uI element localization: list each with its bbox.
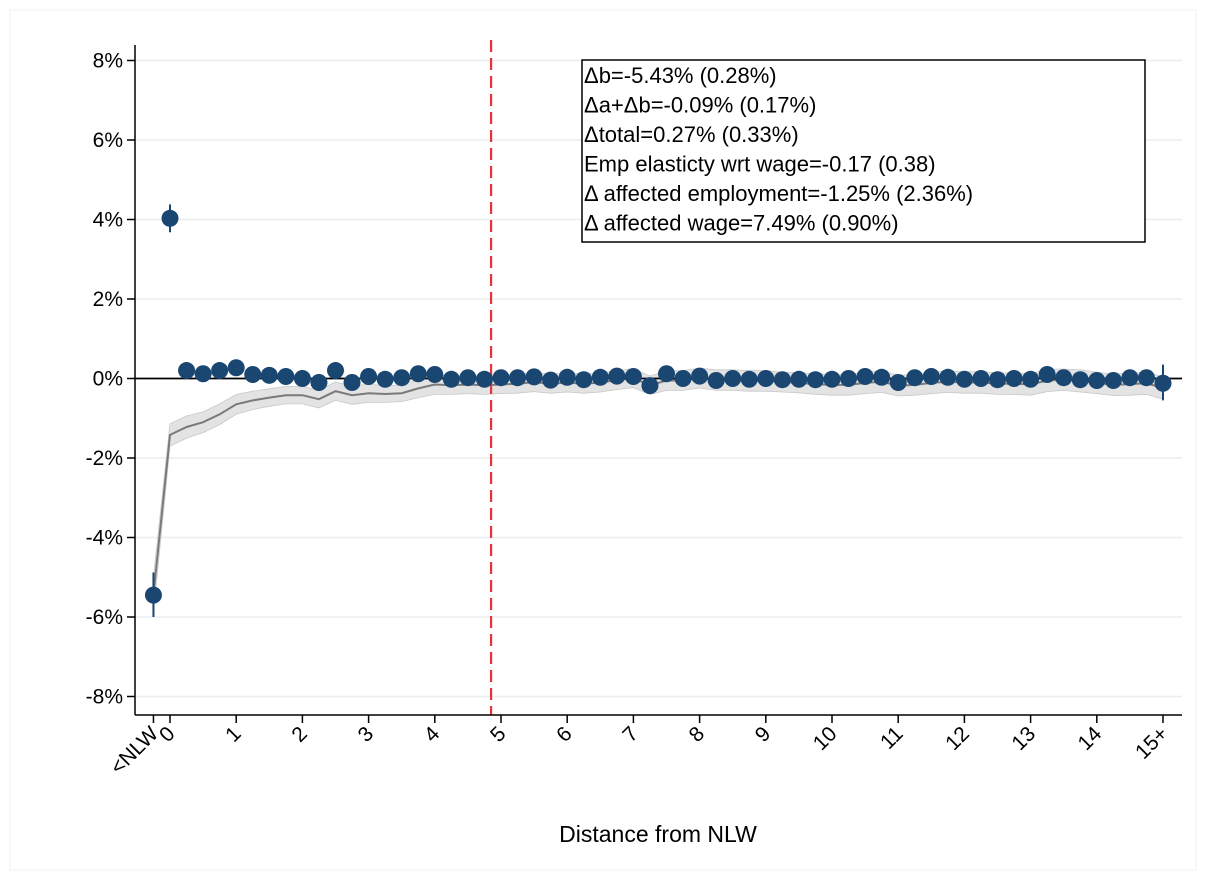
data-point: [459, 369, 477, 387]
data-point: [244, 366, 262, 384]
data-point: [624, 368, 642, 386]
annotation-line: Emp elasticty wrt wage=-0.17 (0.38): [584, 152, 936, 177]
data-point: [856, 368, 874, 386]
data-point: [955, 370, 973, 388]
data-point: [360, 368, 378, 386]
data-point: [211, 362, 229, 380]
y-tick-label: -8%: [86, 686, 123, 709]
data-point: [310, 373, 328, 391]
data-point: [426, 366, 444, 384]
data-point: [525, 368, 543, 386]
data-point: [757, 370, 775, 387]
data-point: [658, 365, 675, 383]
y-tick-label: -2%: [86, 447, 123, 470]
y-tick-label: -6%: [86, 606, 123, 629]
data-point: [492, 369, 510, 387]
data-point: [773, 371, 791, 389]
data-point: [277, 368, 295, 386]
y-tick-label: 0%: [93, 368, 123, 391]
annotation-line: Δb=-5.43% (0.28%): [584, 63, 777, 88]
data-point: [409, 365, 427, 383]
data-point: [840, 370, 858, 387]
data-point: [790, 370, 808, 388]
data-point: [1071, 371, 1089, 389]
data-point: [393, 369, 411, 387]
data-point: [293, 370, 311, 387]
chart-frame: [9, 9, 1197, 871]
data-point: [889, 373, 907, 391]
data-point: [989, 371, 1006, 389]
y-tick-label: 6%: [93, 129, 123, 152]
data-point: [144, 586, 162, 604]
data-point: [161, 209, 179, 227]
data-point: [542, 371, 560, 389]
data-point: [707, 371, 725, 389]
annotation-box-frame: [581, 59, 1146, 243]
data-point: [194, 365, 212, 383]
data-point: [906, 369, 924, 387]
data-point: [1137, 369, 1155, 387]
data-point: [972, 370, 990, 387]
data-point: [939, 368, 957, 386]
data-point: [327, 362, 344, 380]
y-tick-label: -4%: [86, 527, 123, 550]
data-point: [475, 370, 493, 388]
annotation-line: Δtotal=0.27% (0.33%): [584, 122, 799, 147]
data-point: [1088, 371, 1106, 389]
point-layer: [144, 209, 1172, 604]
data-point: [178, 362, 196, 380]
data-point: [1104, 371, 1122, 389]
data-point: [558, 368, 576, 386]
y-tick-label: 2%: [93, 288, 123, 311]
data-point: [1005, 370, 1023, 387]
data-point: [674, 370, 692, 387]
data-point: [376, 370, 394, 388]
data-point: [1154, 374, 1172, 392]
data-point: [575, 371, 593, 389]
data-point: [740, 370, 758, 388]
data-point: [806, 371, 824, 389]
data-point: [591, 368, 609, 386]
data-point: [922, 368, 940, 386]
y-tick-label: 8%: [93, 50, 123, 73]
data-point: [1038, 366, 1056, 384]
data-point: [1022, 370, 1040, 388]
data-point: [442, 370, 460, 388]
data-point: [1121, 369, 1139, 387]
data-point: [823, 370, 841, 388]
data-point: [260, 366, 278, 384]
data-point: [1055, 369, 1073, 387]
annotation-line: Δ affected wage=7.49% (0.90%): [584, 211, 899, 236]
annotation-line: Δ affected employment=-1.25% (2.36%): [584, 181, 973, 206]
data-point: [343, 373, 361, 391]
x-axis-title: Distance from NLW: [559, 821, 757, 847]
data-point: [724, 370, 742, 387]
data-point: [641, 377, 659, 395]
y-tick-label: 4%: [93, 209, 123, 232]
data-point: [608, 367, 626, 385]
data-point: [691, 367, 709, 385]
data-point: [509, 369, 527, 387]
annotation-box: Δb=-5.43% (0.28%) Δa+Δb=-0.09% (0.17%) Δto…: [581, 59, 1146, 243]
data-point: [227, 359, 245, 377]
data-point: [873, 368, 891, 386]
annotation-line: Δa+Δb=-0.09% (0.17%): [584, 93, 816, 118]
